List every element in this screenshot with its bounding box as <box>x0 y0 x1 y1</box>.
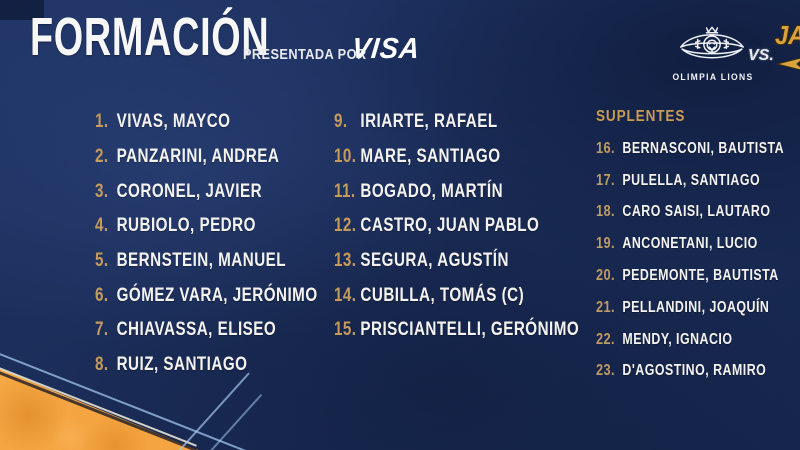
lion-crest-icon <box>679 26 745 59</box>
substitutes-list: 16. BERNASCONI, BAUTISTA 17. PULELLA, SANTI… <box>596 133 800 387</box>
player-number: 2. <box>95 146 109 168</box>
player-row: 6. GÓMEZ VARA, JERÓNIMO <box>95 278 318 313</box>
player-row: 16. BERNASCONI, BAUTISTA <box>596 133 784 165</box>
visa-logo: VISA <box>350 33 422 65</box>
home-team-name: OLIMPIA LIONS <box>672 72 754 82</box>
player-row: 12. CASTRO, JUAN PABLO <box>334 209 579 244</box>
player-number: 19. <box>596 235 615 253</box>
player-number: 20. <box>596 267 615 285</box>
player-row: 20. PEDEMONTE, BAUTISTA <box>596 260 784 292</box>
player-name: CUBILLA, TOMÁS (C) <box>360 284 525 306</box>
player-row: 3. CORONEL, JAVIER <box>95 174 318 209</box>
player-name: PULELLA, SANTIAGO <box>622 171 761 189</box>
player-number: 21. <box>596 298 615 316</box>
player-number: 6. <box>95 284 109 306</box>
player-name: BERNSTEIN, MANUEL <box>116 250 287 272</box>
player-name: PELLANDINI, JOAQUÍN <box>622 298 770 316</box>
player-row: 10. MARE, SANTIAGO <box>334 140 579 175</box>
player-name: IRIARTE, RAFAEL <box>360 111 498 133</box>
player-name: MARE, SANTIAGO <box>360 146 501 168</box>
player-row: 5. BERNSTEIN, MANUEL <box>95 244 318 279</box>
player-number: 17. <box>596 171 615 189</box>
player-number: 9. <box>334 111 348 133</box>
player-number: 7. <box>95 319 109 341</box>
player-row: 22. MENDY, IGNACIO <box>596 324 784 356</box>
player-number: 1. <box>95 111 109 133</box>
player-number: 3. <box>95 180 109 202</box>
player-number: 23. <box>596 362 615 380</box>
player-number: 15. <box>334 319 357 341</box>
diagonal-line-icon <box>197 393 262 450</box>
player-name: PRISCIANTELLI, GERÓNIMO <box>360 319 580 341</box>
presented-by-label: PRESENTADA POR <box>243 46 367 63</box>
player-number: 8. <box>95 354 109 376</box>
player-name: PANZARINI, ANDREA <box>116 146 280 168</box>
player-name: SEGURA, AGUSTÍN <box>360 250 509 272</box>
player-name: CORONEL, JAVIER <box>116 180 263 202</box>
player-name: BERNASCONI, BAUTISTA <box>622 139 785 157</box>
player-row: 17. PULELLA, SANTIAGO <box>596 165 784 197</box>
player-name: GÓMEZ VARA, JERÓNIMO <box>116 284 318 306</box>
player-name: RUBIOLO, PEDRO <box>116 215 256 237</box>
starters-column-2: 9. IRIARTE, RAFAEL 10. MARE, SANTIAGO 11. BOG… <box>334 105 640 348</box>
away-chevron-icon <box>776 57 800 71</box>
player-row: 9. IRIARTE, RAFAEL <box>334 105 579 140</box>
player-row: 15. PRISCIANTELLI, GERÓNIMO <box>334 313 579 348</box>
player-number: 14. <box>334 284 357 306</box>
player-row: 13. SEGURA, AGUSTÍN <box>334 244 579 279</box>
player-row: 1. VIVAS, MAYCO <box>95 105 318 140</box>
player-name: CHIAVASSA, ELISEO <box>116 319 277 341</box>
player-row: 7. CHIAVASSA, ELISEO <box>95 313 318 348</box>
player-name: ANCONETANI, LUCIO <box>622 235 758 253</box>
player-name: BOGADO, MARTÍN <box>360 180 504 202</box>
player-number: 5. <box>95 250 109 272</box>
player-number: 4. <box>95 215 109 237</box>
page-title: FORMACIÓN <box>30 7 270 67</box>
player-number: 12. <box>334 215 357 237</box>
player-row: 21. PELLANDINI, JOAQUÍN <box>596 292 784 324</box>
player-row: 18. CARO SAISI, LAUTARO <box>596 197 784 229</box>
substitutes-column: SUPLENTES 16. BERNASCONI, BAUTISTA 17. PULE… <box>596 101 800 387</box>
player-name: D'AGOSTINO, RAMIRO <box>622 362 767 380</box>
player-number: 13. <box>334 250 357 272</box>
player-name: CARO SAISI, LAUTARO <box>622 203 771 221</box>
versus-label: VS. <box>748 47 774 64</box>
player-number: 10. <box>334 146 357 168</box>
player-row: 19. ANCONETANI, LUCIO <box>596 228 784 260</box>
player-name: MENDY, IGNACIO <box>622 330 733 348</box>
starters-column-1: 1. VIVAS, MAYCO 2. PANZARINI, ANDREA 3. CORON… <box>95 105 373 383</box>
player-row: 14. CUBILLA, TOMÁS (C) <box>334 278 579 313</box>
player-row: 11. BOGADO, MARTÍN <box>334 174 579 209</box>
top-left-dark-corner <box>0 0 44 20</box>
player-number: 16. <box>596 139 615 157</box>
away-team-wordmark: JA <box>775 20 800 50</box>
away-team-logo-partial: JA <box>775 20 800 73</box>
player-row: 4. RUBIOLO, PEDRO <box>95 209 318 244</box>
player-row: 2. PANZARINI, ANDREA <box>95 140 318 175</box>
player-row: 23. D'AGOSTINO, RAMIRO <box>596 356 784 388</box>
player-name: VIVAS, MAYCO <box>116 111 231 133</box>
player-row: 8. RUIZ, SANTIAGO <box>95 348 318 383</box>
player-number: 22. <box>596 330 615 348</box>
player-number: 18. <box>596 203 615 221</box>
player-name: CASTRO, JUAN PABLO <box>360 215 540 237</box>
substitutes-heading: SUPLENTES <box>596 108 686 125</box>
player-number: 11. <box>334 180 356 202</box>
player-name: PEDEMONTE, BAUTISTA <box>622 267 779 285</box>
player-name: RUIZ, SANTIAGO <box>116 354 248 376</box>
